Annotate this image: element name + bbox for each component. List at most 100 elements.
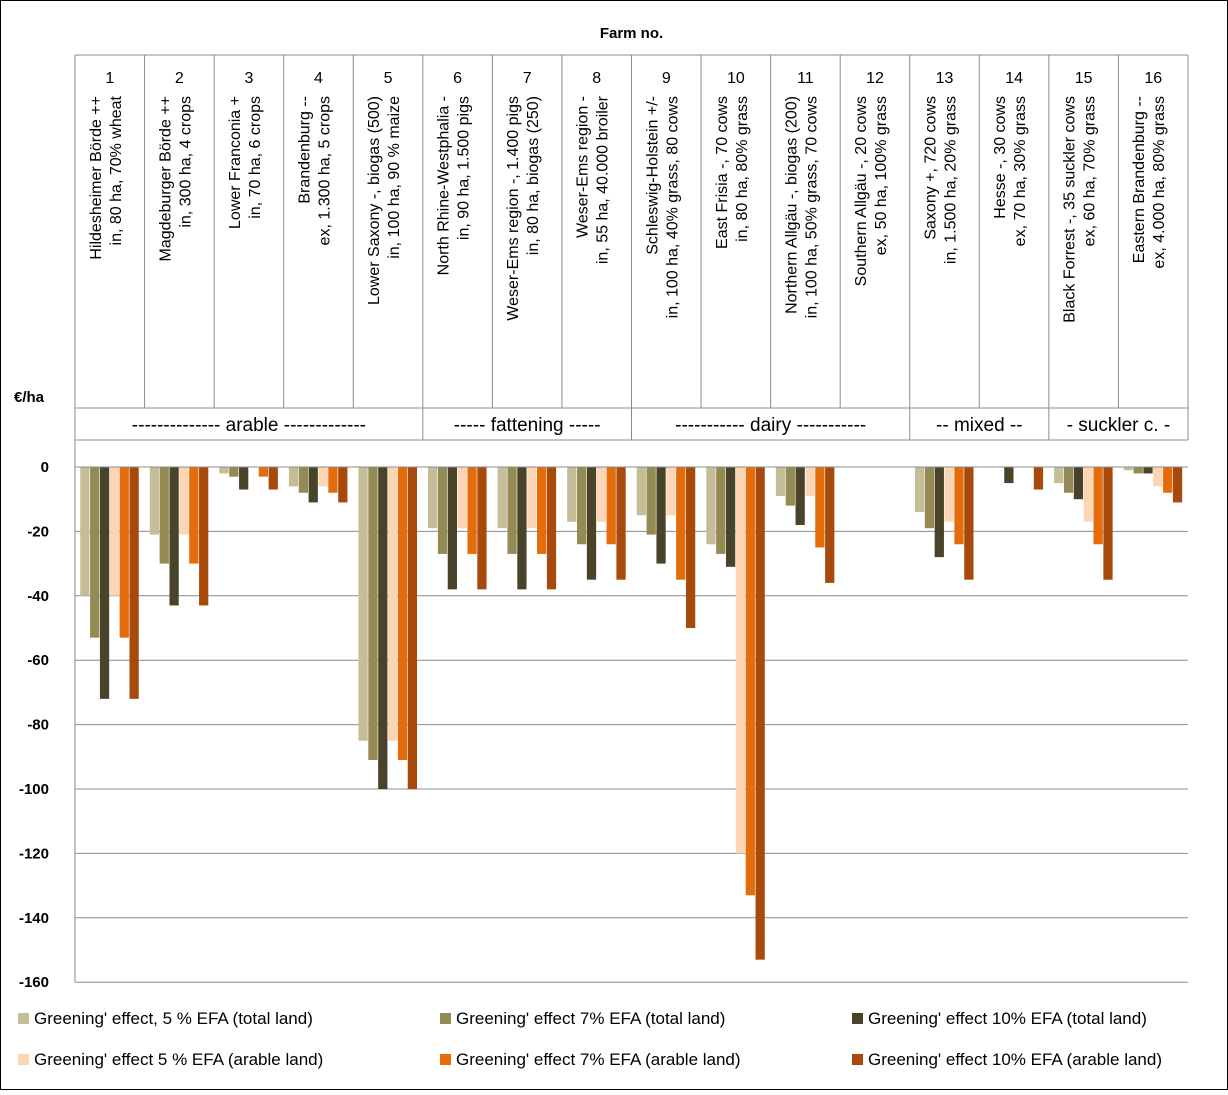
legend-label: Greening' effect 10% EFA (arable land) <box>868 1050 1162 1069</box>
y-axis-label: €/ha <box>14 389 45 406</box>
group-label: - suckler c. - <box>1067 415 1170 436</box>
farm-number-label: 7 <box>523 70 532 87</box>
bar-4-farm-11 <box>805 467 815 496</box>
y-tick-label: -40 <box>27 588 49 605</box>
bar-2-farm-10 <box>716 467 726 554</box>
farm-description-line: Schleswig-Holstein +/- <box>644 96 661 255</box>
bar-1-farm-11 <box>775 467 786 496</box>
farm-description-line: in, 90 ha, 1.500 pigs <box>456 96 473 240</box>
bar-2-farm-9 <box>646 467 656 535</box>
bar-6-farm-3 <box>268 467 278 490</box>
bar-6-farm-13 <box>964 467 974 580</box>
bar-4-farm-7 <box>527 467 537 529</box>
farm-description-line: Black Forrest -, 35 suckler cows <box>1062 96 1079 323</box>
bar-6-farm-15 <box>1103 467 1113 580</box>
bar-3-farm-15 <box>1073 467 1084 500</box>
farm-description-line: Hesse -, 30 cows <box>992 96 1009 219</box>
bar-2-farm-13 <box>924 467 935 529</box>
bar-1-farm-7 <box>497 467 507 529</box>
bar-4-farm-2 <box>179 467 189 535</box>
bar-4-farm-10 <box>735 467 746 854</box>
farm-description-line: Eastern Brandenburg -- <box>1131 96 1148 263</box>
bar-4-farm-8 <box>596 467 606 522</box>
bar-5-farm-16 <box>1163 467 1173 493</box>
farm-number-label: 2 <box>175 70 184 87</box>
farm-description-line: Brandenburg -- <box>296 96 313 204</box>
bar-2-farm-6 <box>437 467 448 554</box>
bar-6-farm-9 <box>685 467 696 628</box>
farm-number-label: 13 <box>936 70 954 87</box>
bar-3-farm-11 <box>795 467 805 525</box>
farm-description-line: Northern Allgäu -, biogas (200) <box>783 96 800 314</box>
farm-number-label: 5 <box>384 70 393 87</box>
bar-5-farm-3 <box>258 467 269 477</box>
farm-number-label: 12 <box>866 70 884 87</box>
farm-description-line: ex, 50 ha, 100% grass <box>873 96 890 255</box>
bar-2-farm-3 <box>229 467 239 477</box>
bar-2-farm-1 <box>90 467 100 638</box>
bar-6-farm-11 <box>825 467 835 583</box>
legend-swatch <box>852 1054 863 1065</box>
farm-number-label: 3 <box>244 70 253 87</box>
bar-6-farm-8 <box>616 467 626 580</box>
bar-6-farm-1 <box>129 467 139 699</box>
farm-number-label: 4 <box>314 70 323 87</box>
bar-5-farm-8 <box>606 467 616 545</box>
bar-3-farm-8 <box>586 467 597 580</box>
bar-5-farm-1 <box>119 467 129 638</box>
bar-2-farm-7 <box>507 467 517 554</box>
bar-1-farm-10 <box>706 467 716 545</box>
farm-description-line: ex, 70 ha, 30% grass <box>1012 96 1029 246</box>
farm-description-line: Southern Allgäu -, 20 cows <box>853 96 870 286</box>
bar-6-farm-2 <box>199 467 209 606</box>
bar-4-farm-16 <box>1153 467 1163 487</box>
farm-description-line: in, 80 ha, 80% grass <box>734 96 751 242</box>
group-label: ----- fattening ----- <box>454 415 601 436</box>
farm-description-line: Hildesheimer Börde ++ <box>88 96 105 260</box>
bar-5-farm-11 <box>815 467 825 548</box>
legend-label: Greening' effect, 5 % EFA (total land) <box>34 1009 313 1028</box>
bar-3-farm-7 <box>517 467 527 590</box>
bar-6-farm-16 <box>1172 467 1183 503</box>
bar-3-farm-13 <box>934 467 944 558</box>
y-tick-label: -80 <box>27 717 49 734</box>
bar-2-farm-11 <box>785 467 795 506</box>
farm-number-label: 11 <box>797 70 814 87</box>
farm-description-line: in, 70 ha, 6 crops <box>247 96 264 219</box>
bar-2-farm-2 <box>159 467 169 564</box>
bar-5-farm-9 <box>676 467 686 580</box>
farm-number-label: 8 <box>592 70 601 87</box>
farm-description-line: North Rhine-Westphalia - <box>436 96 453 275</box>
header-label: Farm no. <box>600 25 663 42</box>
farm-number-label: 15 <box>1075 70 1093 87</box>
bar-1-farm-3 <box>219 467 229 474</box>
farm-description-line: in, 100 ha, 90 % maize <box>386 96 403 259</box>
bar-1-farm-2 <box>149 467 160 535</box>
farm-description-line: in, 80 ha, 70% wheat <box>108 95 125 245</box>
bar-5-farm-10 <box>745 467 755 896</box>
farm-description-line: Lower Saxony -, biogas (500) <box>366 96 383 305</box>
bar-4-farm-9 <box>666 467 676 516</box>
legend-swatch <box>440 1013 451 1024</box>
farm-description-line: Saxony +, 720 cows <box>923 96 940 240</box>
bar-2-farm-15 <box>1063 467 1074 493</box>
bar-1-farm-13 <box>914 467 925 513</box>
bar-5-farm-5 <box>397 467 408 761</box>
bar-5-farm-6 <box>467 467 477 554</box>
bar-3-farm-14 <box>1004 467 1014 484</box>
y-tick-label: -100 <box>19 781 49 798</box>
farm-description-line: ex, 1.300 ha, 5 crops <box>316 96 333 245</box>
y-tick-label: -140 <box>19 910 49 927</box>
farm-description-line: Weser-Ems region - <box>575 96 592 238</box>
bar-3-farm-9 <box>656 467 666 564</box>
bar-1-farm-1 <box>80 467 90 596</box>
bar-3-farm-10 <box>725 467 736 567</box>
farm-description-line: Weser-Ems region -, 1.400 pigs <box>505 96 522 321</box>
bar-4-farm-15 <box>1083 467 1093 522</box>
bar-6-farm-10 <box>755 467 765 960</box>
bar-2-farm-5 <box>368 467 378 761</box>
bar-1-farm-16 <box>1123 467 1133 471</box>
farm-description-line: in, 300 ha, 4 crops <box>177 96 194 228</box>
